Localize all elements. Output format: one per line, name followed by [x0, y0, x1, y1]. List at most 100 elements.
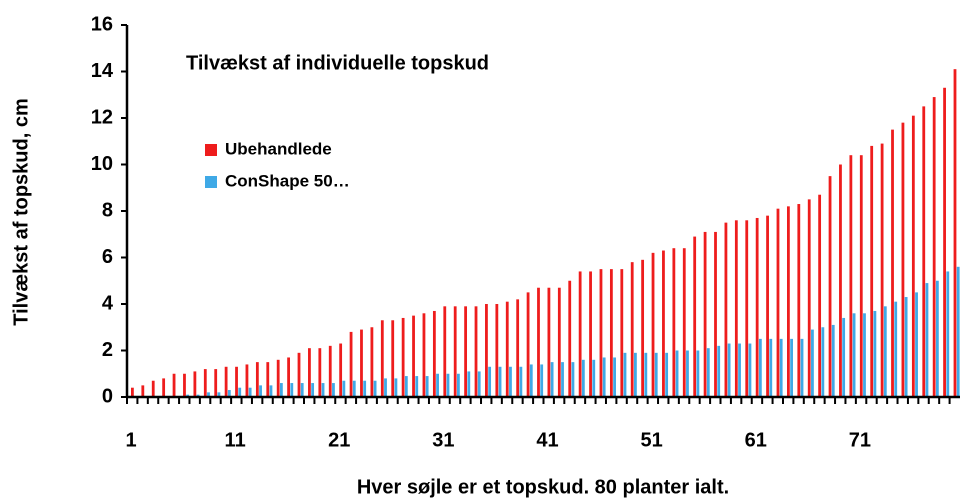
bar	[696, 350, 700, 397]
bar	[925, 283, 929, 397]
bar	[321, 383, 325, 397]
bar	[474, 306, 478, 397]
bar	[276, 359, 280, 397]
bar	[311, 383, 315, 397]
bar	[904, 297, 908, 397]
bar	[380, 320, 384, 397]
bar	[894, 301, 898, 397]
bar	[328, 345, 332, 397]
bar	[901, 122, 905, 398]
x-tick-label: 61	[745, 429, 767, 451]
bar	[748, 343, 752, 397]
bar	[238, 387, 242, 397]
x-tick-label: 21	[328, 429, 350, 451]
bar	[227, 390, 231, 397]
y-tick-label: 16	[91, 13, 113, 35]
bar	[172, 373, 176, 397]
bar	[842, 317, 846, 397]
bar	[540, 364, 544, 397]
bar	[436, 373, 439, 397]
bar	[432, 310, 436, 397]
bar	[217, 392, 221, 397]
bar	[342, 380, 346, 397]
legend-swatch	[205, 144, 217, 156]
bar	[453, 306, 457, 397]
bar	[852, 313, 856, 397]
bar	[609, 269, 613, 397]
bar	[412, 315, 415, 397]
y-tick-label: 12	[91, 106, 113, 128]
bar	[956, 266, 960, 397]
bar	[922, 106, 926, 397]
bar	[266, 362, 270, 397]
bar	[259, 385, 262, 397]
bar	[401, 317, 405, 397]
y-tick-label: 8	[102, 199, 113, 221]
bar	[745, 220, 749, 397]
bar	[755, 217, 759, 397]
bar	[529, 364, 533, 397]
y-tick-label: 10	[91, 153, 113, 175]
bar	[797, 204, 801, 397]
bar	[630, 262, 634, 397]
bar	[183, 373, 186, 397]
bar	[779, 338, 783, 397]
bar	[891, 129, 894, 397]
bar	[537, 287, 540, 397]
bar	[495, 304, 499, 397]
x-tick-label: 51	[641, 429, 663, 451]
bar	[734, 220, 738, 397]
x-tick-label: 41	[536, 429, 558, 451]
bar	[509, 366, 512, 397]
bar	[602, 357, 606, 397]
bar	[422, 313, 426, 397]
bar	[592, 359, 596, 397]
bar	[839, 164, 842, 397]
legend-swatch	[205, 176, 217, 188]
bar	[693, 236, 697, 397]
bar	[456, 373, 460, 397]
bar	[758, 338, 762, 397]
y-tick-label: 0	[102, 385, 113, 407]
bar	[485, 304, 488, 397]
bar	[807, 199, 811, 397]
bar	[946, 271, 950, 397]
bar	[391, 320, 395, 397]
bar	[953, 69, 957, 398]
bar	[248, 387, 252, 397]
bar	[547, 287, 551, 397]
bar	[623, 352, 627, 397]
bar	[620, 269, 624, 397]
bar	[935, 280, 939, 397]
bar	[769, 338, 773, 397]
bar	[464, 306, 468, 397]
bar	[672, 248, 676, 397]
bar	[578, 271, 582, 397]
bar	[193, 371, 197, 397]
bar	[526, 292, 530, 397]
bar	[269, 385, 273, 397]
bar	[297, 352, 301, 397]
bar	[332, 383, 335, 397]
bar	[488, 366, 492, 397]
bar	[714, 231, 717, 397]
bar	[349, 331, 353, 397]
bar	[717, 345, 721, 397]
bar	[682, 248, 686, 397]
bar	[467, 371, 471, 397]
y-tick-label: 6	[102, 246, 113, 268]
y-tick-label: 14	[91, 60, 114, 82]
legend-label: ConShape 50…	[225, 171, 350, 190]
bar	[675, 350, 679, 397]
bar	[404, 376, 408, 397]
bar	[255, 362, 259, 397]
bar	[370, 327, 374, 397]
bar	[589, 271, 592, 397]
bar	[245, 364, 249, 397]
bar	[477, 371, 481, 397]
bar	[883, 306, 887, 397]
bar	[800, 338, 804, 397]
bar	[932, 97, 936, 397]
bar	[339, 343, 343, 397]
bar	[308, 348, 311, 397]
